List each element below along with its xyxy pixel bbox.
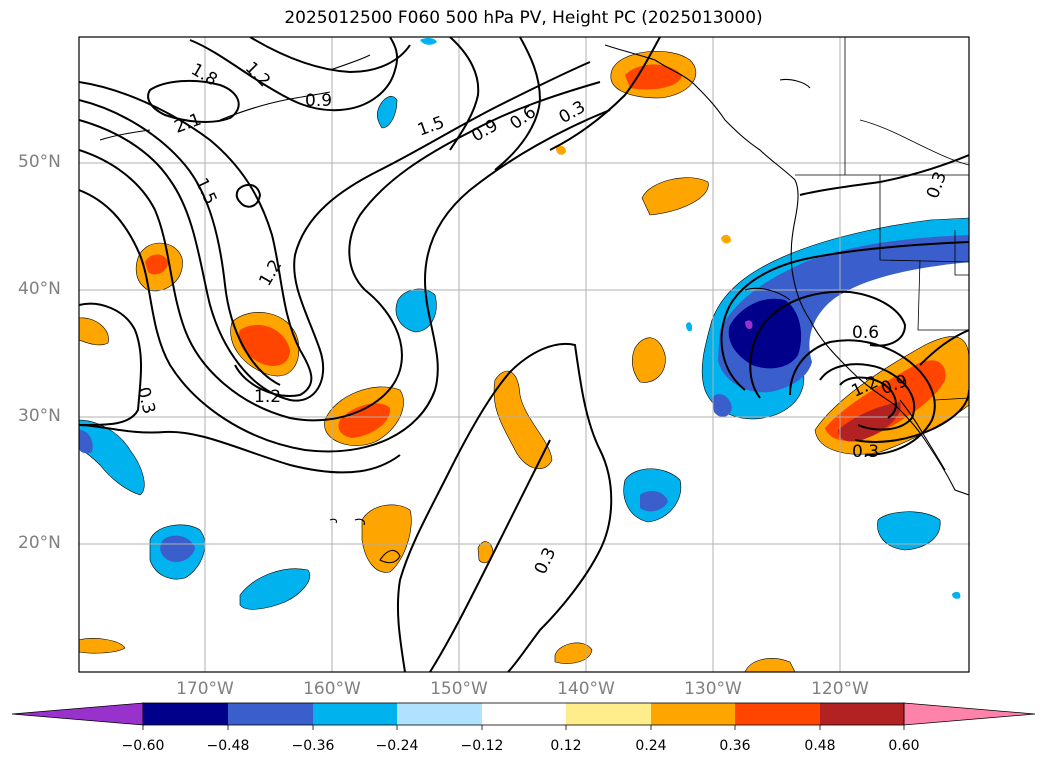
map-area: 1.8 1.2 0.9 2.1 1.5 0.9 0.6 0.3 1.5 1.2 … — [79, 37, 969, 672]
colorbar-tick-label: 0.24 — [635, 738, 667, 754]
gridlines — [79, 37, 969, 672]
colorbar-tick-label: −0.48 — [206, 738, 250, 754]
map-frame — [78, 36, 970, 673]
lon-label: 130°W — [684, 679, 742, 699]
contour-label: 0.6 — [852, 323, 879, 343]
negative-anomalies — [79, 37, 969, 610]
colorbar-tick-label: −0.24 — [375, 738, 419, 754]
colorbar-tick-label: 0.60 — [888, 738, 920, 754]
map-title: 2025012500 F060 500 hPa PV, Height PC (2… — [284, 8, 763, 28]
positive-anomalies — [79, 50, 969, 672]
lat-label: 40°N — [18, 279, 61, 299]
lat-label: 20°N — [18, 533, 61, 553]
lat-label: 30°N — [18, 406, 61, 426]
lon-label: 120°W — [811, 679, 869, 699]
colorbar-tick-label: −0.12 — [460, 738, 504, 754]
lon-label: 140°W — [557, 679, 615, 699]
lat-label: 50°N — [18, 152, 61, 172]
height-contours — [79, 37, 969, 672]
contour-label: 1.2 — [254, 387, 281, 407]
colorbar-tick-label: 0.48 — [804, 738, 836, 754]
lon-label: 170°W — [176, 679, 234, 699]
colorbar — [11, 702, 1036, 730]
lon-label: 150°W — [430, 679, 488, 699]
colorbar-tick-label: −0.36 — [291, 738, 335, 754]
lon-label: 160°W — [303, 679, 361, 699]
colorbar-tick-label: −0.60 — [121, 738, 165, 754]
borders — [795, 37, 969, 401]
colorbar-tick-label: 0.12 — [550, 738, 582, 754]
contour-label: 0.3 — [852, 442, 879, 462]
colorbar-tick-label: 0.36 — [719, 738, 751, 754]
contour-label: 0.9 — [305, 91, 332, 111]
